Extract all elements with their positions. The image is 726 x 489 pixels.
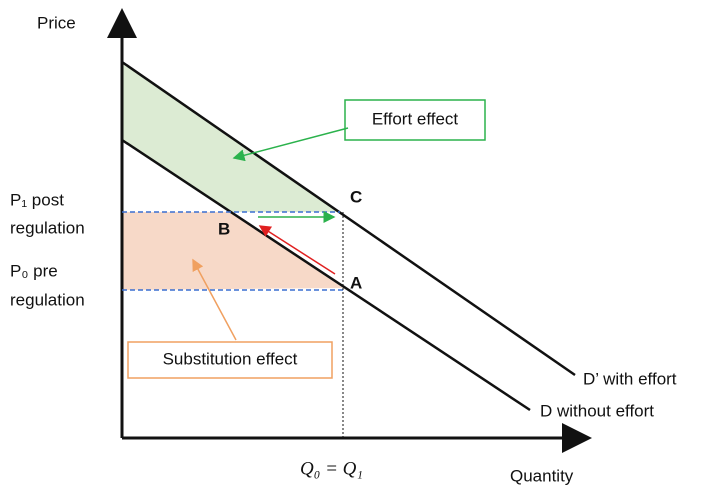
- substitution-pointer: [192, 258, 237, 341]
- effort-box: [344, 99, 486, 141]
- p0-label: P₀ pre: [10, 261, 58, 280]
- y-label: Price: [37, 13, 76, 32]
- d-curve: [121, 138, 531, 412]
- point-label: A: [350, 273, 362, 292]
- point-label: B: [218, 219, 230, 238]
- d-prime-curve: [121, 60, 576, 377]
- p1-label: regulation: [10, 218, 85, 237]
- effort-box-label: Effort effect: [372, 109, 459, 128]
- curve-label: D’ with effort: [583, 369, 677, 388]
- p0-label: regulation: [10, 290, 85, 309]
- x-label: Quantity: [510, 466, 574, 485]
- effort-pointer: [232, 127, 349, 162]
- p1-label: P₁ post: [10, 190, 64, 209]
- quantity-label: Q₀ = Q₁: [300, 458, 363, 479]
- substitution-box-label: Substitution effect: [163, 349, 298, 368]
- substitution-region: [122, 212, 343, 290]
- curve-label: D without effort: [540, 401, 654, 420]
- point-label: C: [350, 187, 362, 206]
- substitution-arrow: [258, 225, 336, 275]
- substitution-box: [127, 341, 333, 379]
